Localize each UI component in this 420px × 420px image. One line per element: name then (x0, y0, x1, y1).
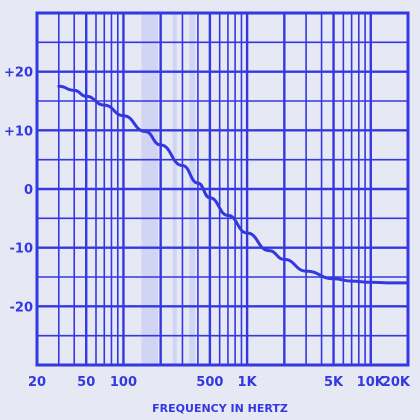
series-layer (57, 84, 410, 285)
x-tick-label: 20 (28, 375, 46, 390)
y-tick-label: -10 (10, 242, 34, 257)
y-tick-label: 0 (24, 183, 33, 198)
x-tick-label: 20K (382, 375, 411, 390)
response-curve (57, 84, 410, 285)
chart-grid (35, 13, 410, 365)
y-tick-label: +10 (4, 124, 33, 139)
x-tick-label: 500 (196, 375, 223, 390)
x-axis-label: FREQUENCY IN HERTZ (152, 402, 288, 415)
x-tick-label: 5K (324, 375, 344, 390)
x-tick-label: 1K (238, 375, 258, 390)
plot-frame (35, 11, 410, 367)
x-tick-label: 100 (110, 375, 137, 390)
y-tick-label: -20 (10, 300, 34, 315)
x-tick-label: 10K (357, 375, 386, 390)
y-tick-label: +20 (4, 66, 33, 81)
x-tick-label: 50 (77, 375, 95, 390)
